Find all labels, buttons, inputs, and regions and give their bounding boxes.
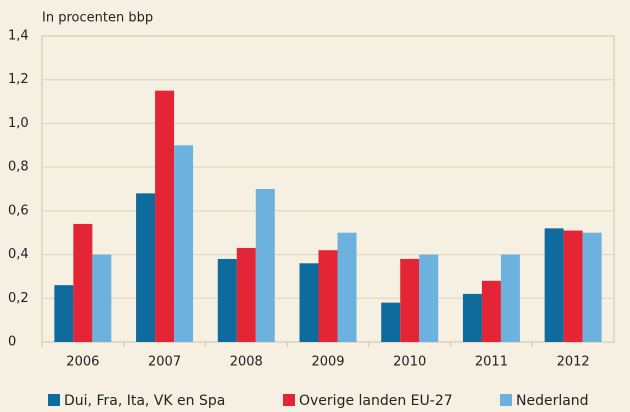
- y-tick-label: 0,6: [8, 203, 29, 218]
- legend-swatch: [500, 394, 512, 406]
- bar: [563, 230, 583, 342]
- x-tick-label: 2011: [475, 355, 508, 370]
- bar: [92, 254, 112, 342]
- bar: [337, 232, 357, 342]
- bar: [544, 228, 564, 342]
- bar: [419, 254, 439, 342]
- x-tick-label: 2009: [311, 355, 344, 370]
- y-axis-label: In procenten bbp: [42, 11, 153, 26]
- bar: [318, 250, 338, 342]
- bar: [500, 254, 520, 342]
- y-tick-label: 0,4: [8, 247, 29, 262]
- bar: [582, 232, 602, 342]
- y-tick-label: 0: [8, 335, 16, 350]
- y-tick-label: 1,4: [8, 29, 29, 44]
- legend-label: Nederland: [516, 393, 589, 409]
- x-tick-label: 2010: [393, 355, 426, 370]
- bar: [236, 248, 256, 342]
- x-tick-label: 2012: [557, 355, 590, 370]
- y-tick-label: 1,2: [8, 72, 29, 87]
- legend-swatch: [283, 394, 295, 406]
- bar: [400, 258, 420, 342]
- bar: [462, 293, 482, 342]
- x-tick-label: 2007: [148, 355, 181, 370]
- bar: [136, 193, 156, 342]
- y-tick-label: 1,0: [8, 116, 29, 131]
- y-tick-label: 0,8: [8, 160, 29, 175]
- bar: [54, 285, 74, 342]
- y-tick-label: 0,2: [8, 291, 29, 306]
- legend-label: Overige landen EU-27: [299, 393, 453, 409]
- bar: [174, 145, 194, 342]
- x-tick-label: 2008: [230, 355, 263, 370]
- bar: [299, 263, 319, 342]
- bar: [255, 189, 275, 342]
- legend-label: Dui, Fra, Ita, VK en Spa: [64, 393, 225, 409]
- bar: [73, 223, 93, 342]
- legend-swatch: [48, 394, 60, 406]
- bar: [381, 302, 401, 342]
- bar: [155, 90, 175, 343]
- bar: [217, 258, 237, 342]
- x-tick-label: 2006: [66, 355, 99, 370]
- bar: [481, 280, 501, 342]
